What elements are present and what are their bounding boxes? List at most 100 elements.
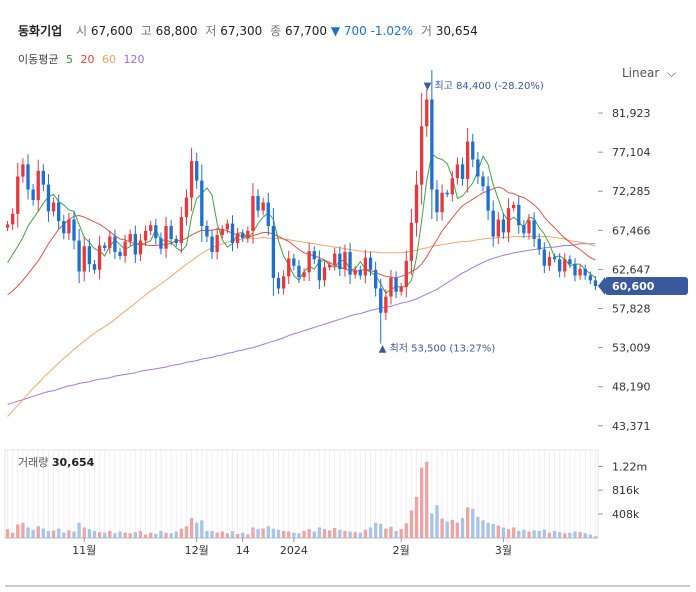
volume-bar [92,530,97,538]
time-tick-label: 14 [236,544,250,557]
volume-bar [251,527,255,538]
volume-bar [256,529,260,538]
candle-body [113,236,117,252]
volume-bar [532,530,536,538]
volume-bar [460,518,465,538]
candle-body [440,192,444,213]
candle-body [327,264,332,268]
volume-title-value: 30,654 [51,456,95,469]
volume-bar [389,526,393,538]
volume-bar [123,532,127,538]
volume-bar [353,532,357,538]
candle-body [41,170,46,185]
volume-bar [235,533,240,538]
candle-body [215,234,219,252]
ma120-line [7,243,596,405]
volume-bar [133,532,138,538]
candle-body [537,238,541,250]
open-label: 시 [76,24,88,38]
volume-bar [317,527,322,538]
volume-bar [394,530,398,538]
candle-body [251,195,255,231]
volume-bar [557,532,562,538]
volume-bars [5,461,598,538]
volume-bar [517,530,521,538]
volume-bar [322,529,327,538]
volume-bar [210,530,214,538]
high-value: 68,800 [155,24,198,38]
volume-bar [143,534,148,538]
volume-bar [537,530,541,538]
ma5-legend[interactable]: 5 [65,53,73,66]
candle-body [5,224,10,228]
volume-label: 거 [420,24,432,38]
candle-body [246,230,250,239]
candle-body [312,251,316,260]
candle-body [235,233,240,244]
low-label: 저 [205,24,217,38]
candle-body [108,236,112,248]
volume-bar [373,522,378,538]
volume-bar [583,533,587,538]
candle-body [256,195,260,211]
volume-bar [445,521,449,538]
candle-body [573,264,577,276]
volume-bar [41,528,46,538]
volume-bar [343,530,347,538]
candle-body [184,197,189,218]
time-axis: 11월 12월 14 2024 2월 3월 [5,537,598,557]
volume-tick-label: 816k [612,484,640,497]
time-tick-label: 2월 [393,544,410,557]
high-annotation: ▼ 최고 84,400 (-28.20%) [424,80,544,92]
volume-bar [399,529,403,538]
volume-bar [297,533,301,538]
candle-body [532,220,536,239]
volume-bar [491,523,495,538]
ma20-legend[interactable]: 20 [80,53,95,66]
price-axis: 81,923 77,104 72,285 67,466 62,647 57,828 53,0… [598,107,651,433]
price-tick-label: 62,647 [612,263,651,276]
time-tick-label: 11월 [72,544,96,557]
candle-body [455,164,460,179]
candle-body [506,208,511,233]
candle-body [358,269,362,276]
candle-body [205,226,209,237]
price-tick-label: 48,190 [612,381,651,394]
candle-body [379,288,383,313]
ma60-legend[interactable]: 60 [101,53,116,66]
candle-body [430,99,434,190]
volume-tick-label: 408k [612,508,640,521]
candle-body [72,219,76,241]
candle-body [97,245,102,270]
candle-body [460,164,465,179]
candle-body [368,257,373,270]
volume-bar [108,530,112,538]
volume-bar [327,530,332,538]
candle-body [563,259,567,272]
volume-bar [16,524,20,538]
volume-bar [154,533,158,538]
volume-bar [200,520,204,538]
volume-bar [511,527,516,538]
close-value: 67,700 [284,24,327,38]
candle-body [46,184,51,212]
ma120-legend[interactable]: 120 [123,53,145,66]
volume-bar [225,533,230,538]
volume-bar [179,528,184,538]
volume-bar [476,516,480,538]
candle-body [220,229,224,235]
volume-bar [404,523,408,538]
candle-body [11,213,15,225]
volume-title: 거래량 30,654 [18,454,94,470]
volume-bar [271,528,276,538]
candle-body [419,126,424,185]
volume-bar [205,530,209,538]
candle-body [297,265,301,278]
volume-bar [501,527,506,538]
stock-header: 동화기업 시 67,600 고 68,800 저 67,300 종 67,700… [18,22,478,39]
volume-bar [307,529,311,538]
scale-dropdown[interactable]: Linear ⌵ [622,66,676,81]
candle-body [36,170,40,201]
candle-body [169,226,173,239]
